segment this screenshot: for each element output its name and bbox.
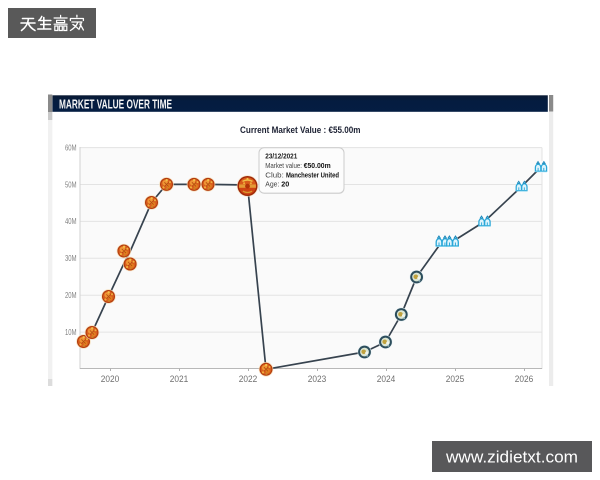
svg-text:Current Market Value : €55.00m: Current Market Value : €55.00m — [240, 125, 361, 136]
svg-text:MARKET VALUE OVER TIME: MARKET VALUE OVER TIME — [59, 97, 172, 111]
svg-text:50M: 50M — [65, 180, 77, 189]
svg-text:2022: 2022 — [239, 374, 258, 384]
svg-text:2026: 2026 — [515, 374, 534, 384]
svg-text:10M: 10M — [65, 328, 77, 337]
svg-text:2023: 2023 — [308, 374, 327, 384]
svg-text:Market value: €50.00m: Market value: €50.00m — [265, 161, 330, 170]
svg-text:2021: 2021 — [170, 374, 189, 384]
svg-text:2024: 2024 — [377, 374, 396, 384]
svg-text:60M: 60M — [65, 143, 77, 152]
svg-text:Age: 20: Age: 20 — [265, 180, 289, 189]
svg-text:2025: 2025 — [446, 374, 465, 384]
svg-text:Club: Manchester United: Club: Manchester United — [265, 170, 339, 179]
svg-text:20M: 20M — [65, 291, 77, 300]
svg-text:2020: 2020 — [101, 374, 120, 384]
svg-text:www.zidietxt.com: www.zidietxt.com — [445, 449, 578, 467]
svg-text:23/12/2021: 23/12/2021 — [265, 152, 297, 161]
svg-text:40M: 40M — [65, 217, 77, 226]
svg-text:30M: 30M — [65, 254, 77, 263]
